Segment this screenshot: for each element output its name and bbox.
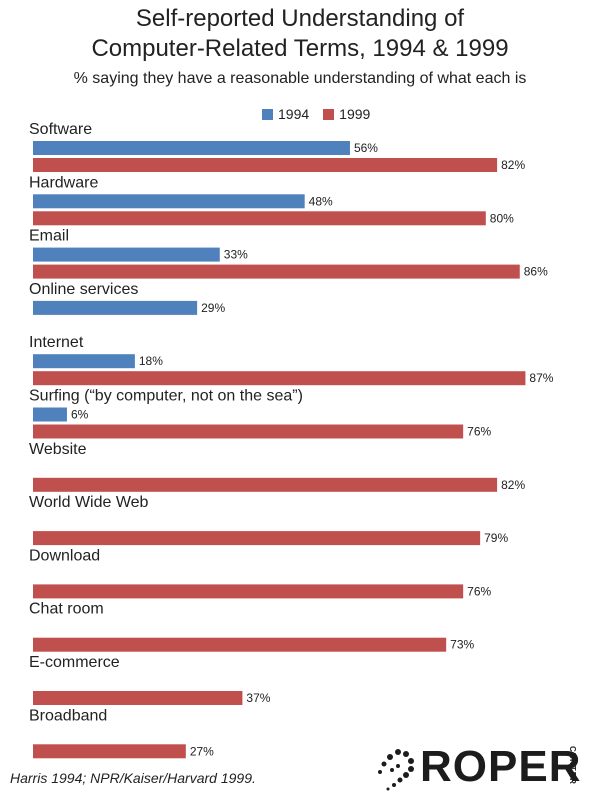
data-label-1999: 37%: [246, 691, 270, 705]
bar-1999: [33, 531, 481, 546]
bar-1999: [33, 744, 186, 759]
category-label: Software: [29, 121, 92, 138]
legend-label-1994: 1994: [278, 106, 310, 122]
data-label-1999: 79%: [484, 531, 508, 545]
bar-1999: [33, 424, 464, 439]
bar-1999: [33, 637, 447, 652]
data-label-1999: 82%: [501, 158, 525, 172]
roper-center-logo: ROPER CENTER: [372, 742, 592, 792]
legend: 1994 1999: [262, 106, 384, 122]
category-label: World Wide Web: [29, 494, 149, 511]
bar-1999: [33, 691, 243, 705]
bar-1994: [33, 354, 135, 369]
source-note: Harris 1994; NPR/Kaiser/Harvard 1999.: [10, 770, 256, 786]
category-label: Internet: [29, 334, 84, 351]
bar-1994: [33, 247, 220, 262]
category-label: Online services: [29, 281, 138, 298]
category-label: Email: [29, 228, 69, 245]
bar-1999: [33, 158, 498, 172]
bar-1999: [33, 477, 498, 492]
data-label-1994: 33%: [224, 248, 248, 262]
data-label-1994: 56%: [354, 141, 378, 155]
legend-item-1994: 1994: [262, 106, 309, 122]
legend-item-1999: 1999: [323, 106, 370, 122]
bar-1999: [33, 371, 526, 386]
category-label: Website: [29, 441, 87, 458]
bar-1994: [33, 300, 198, 315]
roper-logo-icon: [378, 749, 414, 791]
chart-title-line: Computer-Related Terms, 1994 & 1999: [91, 35, 509, 62]
data-label-1999: 27%: [190, 744, 214, 758]
data-label-1999: 86%: [524, 265, 548, 279]
category-label: Chat room: [29, 601, 104, 618]
roper-logo-text: ROPER: [420, 742, 582, 791]
bar-1994: [33, 194, 305, 209]
category-label: Download: [29, 547, 100, 564]
category-label: Surfing (“by computer, not on the sea”): [29, 388, 303, 405]
data-label-1999: 80%: [490, 211, 514, 225]
bar-1999: [33, 584, 464, 599]
chart-subtitle: % saying they have a reasonable understa…: [73, 70, 527, 87]
data-label-1994: 18%: [139, 354, 163, 368]
legend-swatch-1999: [323, 108, 335, 120]
data-label-1999: 76%: [467, 425, 491, 439]
bar-1999: [33, 211, 486, 226]
roper-logo-center-text: CENTER: [568, 746, 577, 785]
category-label: Broadband: [29, 707, 107, 724]
category-label: Hardware: [29, 174, 98, 191]
bar-1999: [33, 264, 520, 279]
data-label-1994: 6%: [71, 408, 89, 422]
bar-1994: [33, 141, 350, 155]
chart-title-line: Self-reported Understanding of: [135, 5, 465, 32]
data-label-1999: 82%: [501, 478, 525, 492]
legend-swatch-1994: [262, 108, 273, 120]
category-label: E-commerce: [29, 654, 120, 671]
data-label-1994: 48%: [309, 194, 333, 208]
chart-title: Self-reported Understanding of Computer-…: [0, 4, 600, 64]
bar-1994: [33, 407, 67, 422]
legend-label-1999: 1999: [339, 106, 371, 122]
data-label-1999: 73%: [450, 638, 474, 652]
data-label-1999: 87%: [529, 371, 553, 385]
data-label-1999: 76%: [467, 584, 491, 598]
data-label-1994: 29%: [201, 301, 225, 315]
